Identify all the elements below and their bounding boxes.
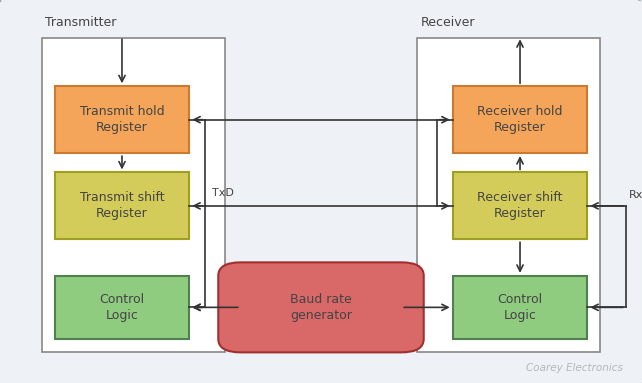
Text: Coarey Electronics: Coarey Electronics	[526, 363, 623, 373]
Text: Receiver shift
Register: Receiver shift Register	[477, 192, 563, 220]
FancyBboxPatch shape	[417, 38, 600, 352]
Text: Transmit hold
Register: Transmit hold Register	[80, 105, 164, 134]
Text: Receiver hold
Register: Receiver hold Register	[477, 105, 563, 134]
Text: RxD: RxD	[629, 190, 642, 200]
Text: Receiver: Receiver	[421, 16, 475, 29]
Text: Transmit shift
Register: Transmit shift Register	[80, 192, 164, 220]
FancyBboxPatch shape	[42, 38, 225, 352]
Text: Baud rate
generator: Baud rate generator	[290, 293, 352, 322]
FancyBboxPatch shape	[453, 86, 587, 153]
FancyBboxPatch shape	[453, 276, 587, 339]
FancyBboxPatch shape	[55, 172, 189, 239]
Text: TxD: TxD	[212, 188, 234, 198]
Text: Transmitter: Transmitter	[45, 16, 116, 29]
Text: Control
Logic: Control Logic	[498, 293, 542, 322]
FancyBboxPatch shape	[55, 86, 189, 153]
FancyBboxPatch shape	[55, 276, 189, 339]
FancyBboxPatch shape	[218, 262, 424, 352]
FancyBboxPatch shape	[453, 172, 587, 239]
Text: Control
Logic: Control Logic	[100, 293, 144, 322]
